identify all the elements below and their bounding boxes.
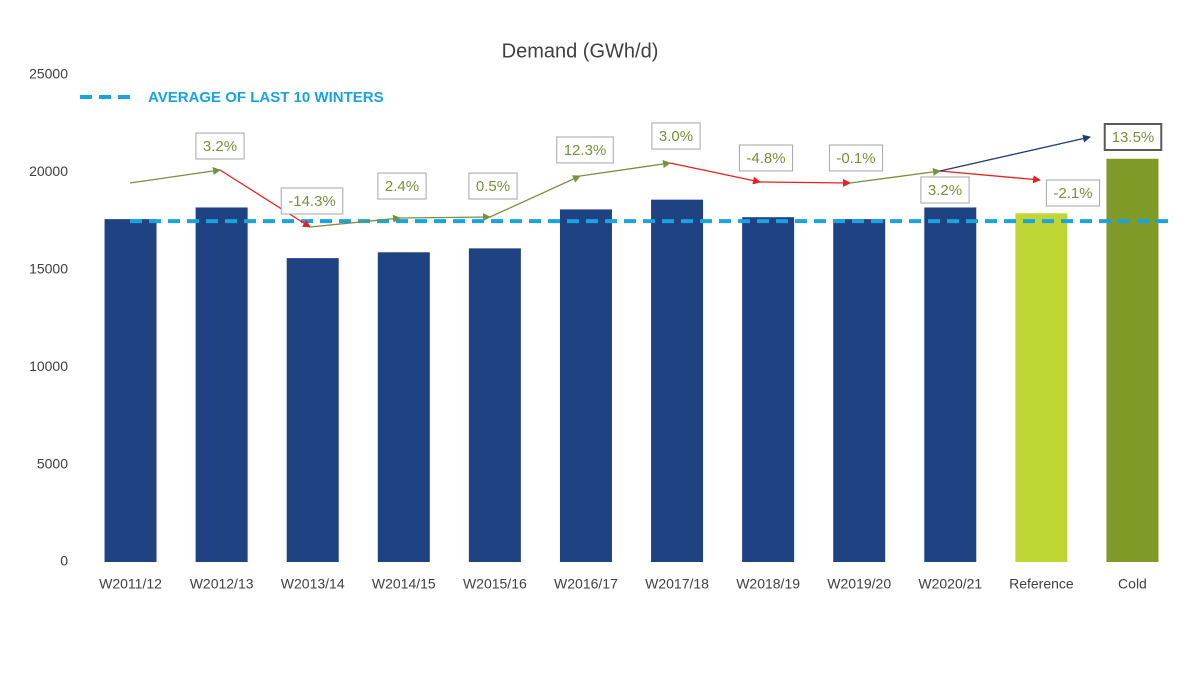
bar bbox=[195, 207, 248, 563]
change-arrow bbox=[579, 160, 671, 177]
change-label-box bbox=[920, 176, 970, 204]
change-label-box bbox=[556, 136, 614, 164]
x-tick-label: W2012/13 bbox=[190, 576, 254, 592]
change-arrow bbox=[129, 167, 221, 184]
change-arrow bbox=[669, 162, 761, 185]
x-tick-label: W2011/12 bbox=[99, 576, 162, 592]
change-label-box bbox=[377, 172, 427, 200]
change-label: 12.3% bbox=[564, 142, 607, 159]
change-label-box bbox=[468, 172, 518, 200]
change-label-box bbox=[828, 144, 884, 172]
bar bbox=[286, 258, 339, 562]
x-tick-label: Cold bbox=[1118, 576, 1147, 592]
change-label: 3.0% bbox=[659, 128, 693, 145]
y-tick-label: 15000 bbox=[29, 261, 68, 277]
x-tick-label: W2014/15 bbox=[372, 576, 436, 592]
change-label: -2.1% bbox=[1053, 185, 1092, 202]
x-tick-label: Reference bbox=[1009, 576, 1074, 592]
change-label-box bbox=[280, 187, 344, 215]
x-tick-label: W2013/14 bbox=[281, 576, 345, 592]
bar bbox=[377, 252, 430, 562]
bar bbox=[742, 217, 795, 563]
bar bbox=[1015, 213, 1068, 563]
bar bbox=[833, 219, 886, 563]
y-tick-label: 5000 bbox=[37, 455, 68, 471]
change-label-box bbox=[738, 144, 794, 172]
change-label-box bbox=[1103, 123, 1163, 151]
bar bbox=[559, 209, 612, 563]
change-arrow bbox=[939, 134, 1091, 172]
change-label: -0.1% bbox=[836, 150, 875, 167]
change-label: 0.5% bbox=[476, 178, 510, 195]
y-tick-label: 20000 bbox=[29, 163, 68, 179]
change-label: 13.5% bbox=[1112, 129, 1155, 146]
change-arrow bbox=[849, 167, 941, 184]
y-tick-label: 10000 bbox=[29, 358, 68, 374]
bar bbox=[651, 199, 704, 562]
change-label-box bbox=[1045, 179, 1101, 207]
change-arrow bbox=[939, 170, 1041, 184]
bar bbox=[468, 248, 521, 562]
change-label: 2.4% bbox=[385, 178, 419, 195]
x-tick-label: W2019/20 bbox=[827, 576, 891, 592]
chart-title: Demand (GWh/d) bbox=[502, 40, 659, 62]
change-label-box bbox=[195, 132, 245, 160]
bar bbox=[924, 207, 977, 563]
change-label: 3.2% bbox=[928, 182, 962, 199]
change-arrow bbox=[399, 213, 491, 222]
change-label: -4.8% bbox=[746, 150, 785, 167]
change-arrow bbox=[219, 169, 311, 228]
change-label-box bbox=[651, 122, 701, 150]
y-tick-label: 25000 bbox=[29, 66, 68, 82]
change-arrow bbox=[489, 175, 581, 218]
change-label: -14.3% bbox=[288, 193, 336, 210]
x-tick-label: W2017/18 bbox=[645, 576, 709, 592]
x-tick-label: W2016/17 bbox=[554, 576, 618, 592]
x-tick-label: W2018/19 bbox=[736, 576, 800, 592]
x-tick-label: W2015/16 bbox=[463, 576, 527, 592]
y-tick-label: 0 bbox=[60, 553, 68, 569]
change-label: 3.2% bbox=[203, 138, 237, 155]
change-arrow bbox=[309, 214, 401, 228]
bar bbox=[104, 219, 157, 563]
change-arrow bbox=[759, 178, 851, 187]
bar bbox=[1106, 158, 1159, 562]
legend-label: AVERAGE OF LAST 10 WINTERS bbox=[148, 89, 384, 106]
x-tick-label: W2020/21 bbox=[918, 576, 982, 592]
